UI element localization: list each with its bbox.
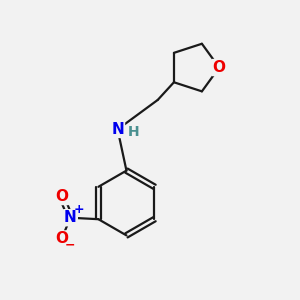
Text: N: N <box>64 210 77 225</box>
Text: N: N <box>111 122 124 137</box>
Text: H: H <box>128 125 140 139</box>
Text: O: O <box>55 189 68 204</box>
Text: O: O <box>55 231 68 246</box>
Text: O: O <box>213 60 226 75</box>
Text: −: − <box>64 239 75 252</box>
Text: +: + <box>74 203 84 216</box>
